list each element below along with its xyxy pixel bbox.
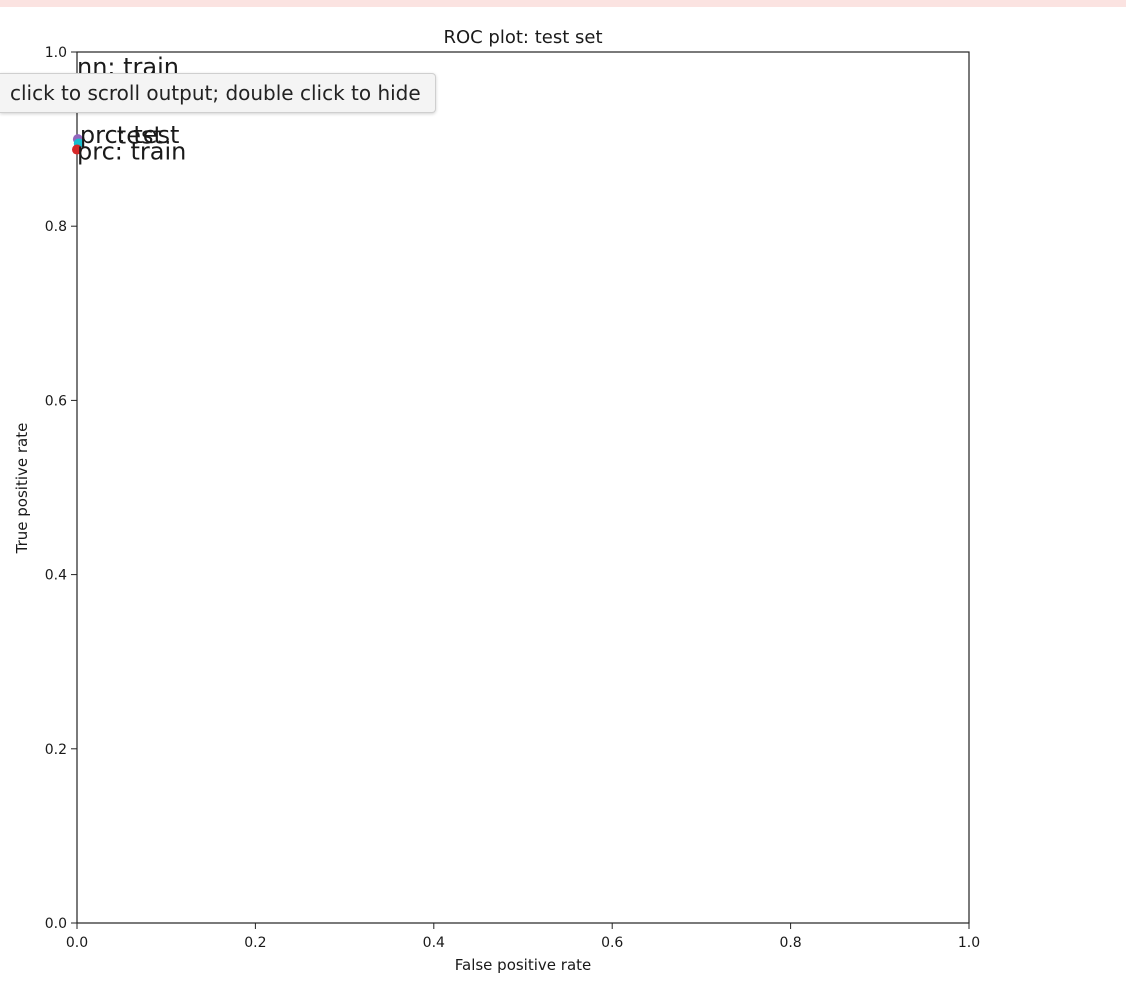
x-tick-label: 0.0	[66, 935, 88, 951]
y-tick-label: 0.8	[45, 219, 67, 235]
chart-title: ROC plot: test set	[443, 27, 602, 48]
plot-area	[76, 51, 970, 924]
point-label: prc: train	[77, 138, 186, 166]
point-label: prc: test	[80, 121, 180, 149]
tooltip-text: click to scroll output; double click to …	[10, 81, 421, 105]
y-axis-label: True positive rate	[13, 423, 31, 555]
x-tick-label: 0.4	[423, 935, 445, 951]
output-area-top-strip	[0, 0, 1126, 7]
x-tick-label: 0.6	[601, 935, 623, 951]
point-label: test	[117, 121, 163, 149]
y-tick-label: 1.0	[45, 45, 67, 61]
x-tick-label: 0.8	[779, 935, 801, 951]
y-tick-label: 0.6	[45, 393, 67, 409]
y-axis-ticks: 0.0 0.2 0.4 0.6 0.8 1.0	[45, 45, 77, 932]
x-tick-label: 0.2	[244, 935, 266, 951]
x-tick-label: 1.0	[958, 935, 980, 951]
data-point	[72, 144, 82, 155]
scroll-output-tooltip[interactable]: click to scroll output; double click to …	[0, 73, 436, 113]
y-tick-label: 0.4	[45, 568, 67, 584]
y-tick-label: 0.2	[45, 742, 67, 758]
x-axis-ticks: 0.0 0.2 0.4 0.6 0.8 1.0	[66, 923, 980, 951]
x-axis-label: False positive rate	[455, 956, 592, 974]
y-tick-label: 0.0	[45, 916, 67, 932]
